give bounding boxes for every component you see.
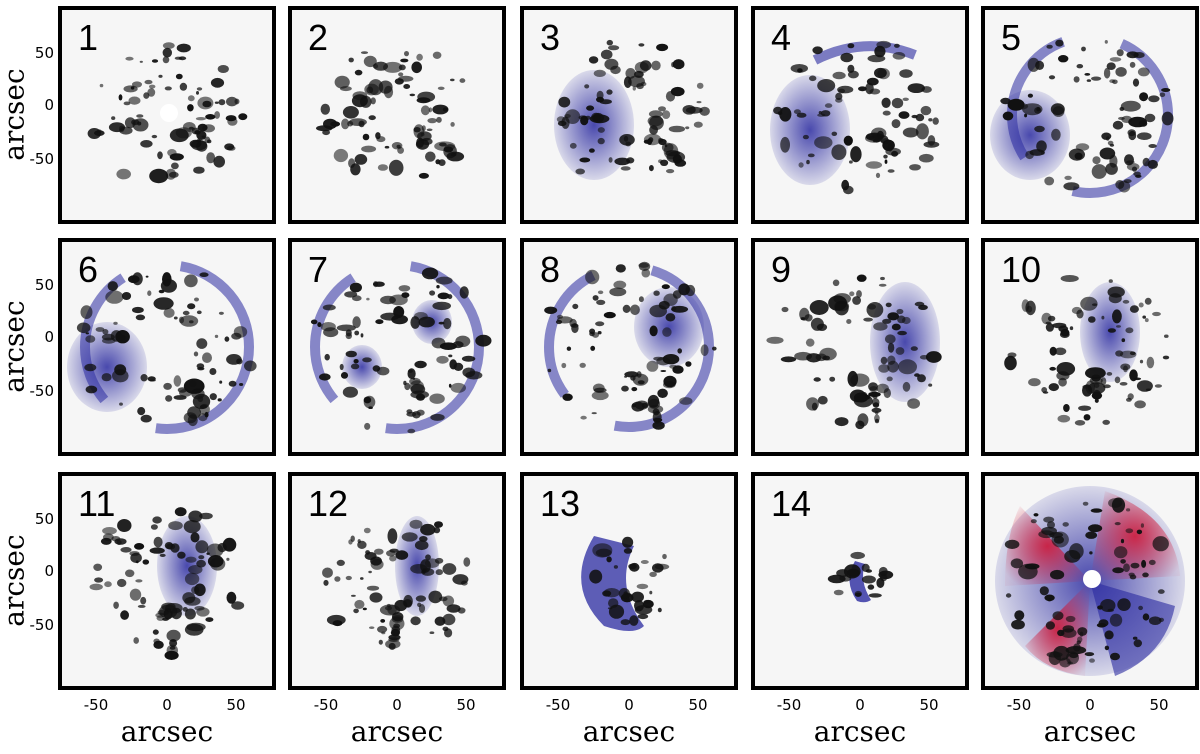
panel-number-label: 12 <box>308 483 349 524</box>
panel-image <box>995 486 1185 676</box>
image-panel-7: 7 <box>288 238 506 456</box>
y-tick-label: -50 <box>29 382 55 400</box>
panel-image <box>766 274 942 430</box>
panel-number-label: 13 <box>540 483 581 524</box>
x-axis-label: arcsec <box>813 715 907 748</box>
x-tick-label: 0 <box>1085 696 1095 714</box>
y-axis-label: arcsec <box>0 300 31 393</box>
panel-image <box>89 507 245 660</box>
image-panel-11: 11 <box>58 472 276 690</box>
x-tick-label: -50 <box>1006 696 1032 714</box>
panel-image <box>322 516 471 650</box>
x-axis-label: arcsec <box>582 715 676 748</box>
y-axis-label: arcsec <box>0 534 31 627</box>
panel-number-label: 7 <box>308 249 329 290</box>
panel-number-label: 8 <box>540 249 561 290</box>
panel-number-label: 11 <box>78 483 116 524</box>
x-tick-label: 50 <box>226 696 246 714</box>
x-tick-label: -50 <box>545 696 571 714</box>
y-tick-label: 0 <box>44 562 54 580</box>
x-axis-label: arcsec <box>120 715 214 748</box>
panel-image <box>990 32 1174 198</box>
image-panel-5: 5 <box>981 6 1199 224</box>
image-panel-14: 14 <box>751 472 969 690</box>
x-tick-label: -50 <box>313 696 339 714</box>
x-axis-label: arcsec <box>1043 715 1137 748</box>
panel-image <box>1004 275 1170 426</box>
image-panel-13: 13 <box>520 472 738 690</box>
panel-image <box>770 40 940 195</box>
y-tick-label: -50 <box>29 150 55 168</box>
image-panel-15 <box>981 472 1199 690</box>
image-panel-4: 4 <box>751 6 969 224</box>
panel-number-label: 4 <box>771 17 792 58</box>
x-tick-label: -50 <box>83 696 109 714</box>
y-axis-label: arcsec <box>0 68 31 161</box>
panel-number-label: 6 <box>78 249 99 290</box>
x-tick-label: 0 <box>162 696 172 714</box>
y-tick-label: 50 <box>34 44 54 62</box>
panel-image <box>554 39 710 180</box>
panel-number-label: 1 <box>78 17 99 58</box>
panel-number-label: 14 <box>771 483 812 524</box>
y-tick-label: -50 <box>29 616 55 634</box>
x-axis-label: arcsec <box>350 715 444 748</box>
x-tick-label: 0 <box>392 696 402 714</box>
panel-image <box>544 261 717 432</box>
panel-number-label: 5 <box>1001 17 1022 58</box>
image-panel-12: 12 <box>288 472 506 690</box>
y-tick-label: 50 <box>34 510 54 528</box>
x-tick-label: 50 <box>919 696 939 714</box>
image-panel-9: 9 <box>751 238 969 456</box>
panel-image <box>87 42 248 184</box>
panel-number-label: 10 <box>1001 249 1042 290</box>
image-panel-10: 10 <box>981 238 1199 456</box>
x-tick-label: 0 <box>624 696 634 714</box>
panel-number-label: 9 <box>771 249 792 290</box>
x-tick-label: 50 <box>1149 696 1169 714</box>
panel-image <box>827 551 894 603</box>
x-tick-label: -50 <box>776 696 802 714</box>
x-tick-label: 50 <box>456 696 476 714</box>
image-panel-8: 8 <box>520 238 738 456</box>
x-tick-label: 50 <box>688 696 708 714</box>
panel-number-label: 3 <box>540 17 561 58</box>
x-tick-label: 0 <box>855 696 865 714</box>
image-panel-2: 2 <box>288 6 506 224</box>
panel-image <box>581 536 670 631</box>
image-panel-3: 3 <box>520 6 738 224</box>
panel-number-label: 2 <box>308 17 329 58</box>
y-tick-label: 0 <box>44 328 54 346</box>
panel-image <box>316 51 466 179</box>
panel-image <box>310 260 492 434</box>
panel-image <box>67 260 257 434</box>
image-panel-1: 1 <box>58 6 276 224</box>
y-tick-label: 50 <box>34 276 54 294</box>
y-tick-label: 0 <box>44 96 54 114</box>
image-panel-6: 6 <box>58 238 276 456</box>
